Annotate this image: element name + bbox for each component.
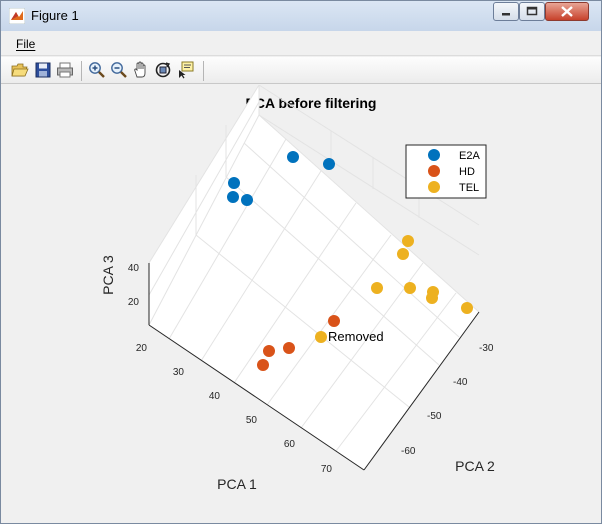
close-button[interactable] bbox=[545, 2, 589, 21]
data-point[interactable] bbox=[404, 282, 416, 294]
y-tick-label: -30 bbox=[479, 343, 494, 354]
x-tick-label: 50 bbox=[246, 415, 258, 426]
legend-marker-tel bbox=[428, 181, 440, 193]
y-tick-label: -60 bbox=[401, 446, 416, 457]
data-point[interactable] bbox=[263, 345, 275, 357]
plot-title: PCA before filtering bbox=[246, 95, 377, 111]
z-tick-label: 40 bbox=[128, 263, 140, 274]
series-tel bbox=[315, 235, 473, 343]
open-icon[interactable] bbox=[11, 61, 29, 79]
print-icon[interactable] bbox=[56, 61, 74, 79]
series-hd bbox=[257, 315, 340, 371]
z-axis-label: PCA 3 bbox=[100, 255, 116, 295]
data-point[interactable] bbox=[228, 177, 240, 189]
data-point[interactable] bbox=[227, 191, 239, 203]
x-tick-label: 60 bbox=[284, 439, 296, 450]
rotate-3d-icon[interactable] bbox=[154, 61, 172, 79]
legend-box bbox=[405, 144, 487, 199]
toolbar-separator bbox=[81, 61, 82, 81]
data-point[interactable] bbox=[371, 282, 383, 294]
x-axis-label: PCA 1 bbox=[217, 476, 257, 492]
minimize-button[interactable] bbox=[493, 2, 519, 21]
data-point[interactable] bbox=[328, 315, 340, 327]
zoom-out-icon[interactable] bbox=[110, 61, 128, 79]
legend-label-tel: TEL bbox=[459, 182, 479, 194]
save-icon[interactable] bbox=[34, 61, 52, 79]
legend[interactable]: E2A HD TEL bbox=[405, 144, 487, 199]
title-bar: Figure 1 bbox=[1, 1, 601, 31]
annotation-removed: Removed bbox=[328, 329, 384, 344]
data-point[interactable] bbox=[287, 151, 299, 163]
axes-back-wall bbox=[149, 85, 259, 325]
x-axis-line bbox=[148, 324, 365, 471]
axes-floor bbox=[149, 115, 479, 470]
y-tick-label: -40 bbox=[453, 377, 468, 388]
x-tick-label: 70 bbox=[321, 464, 333, 475]
data-point[interactable] bbox=[397, 248, 409, 260]
zoom-in-icon[interactable] bbox=[88, 61, 106, 79]
x-tick-label: 20 bbox=[136, 343, 148, 354]
x-tick-label: 40 bbox=[209, 391, 221, 402]
data-point[interactable] bbox=[426, 292, 438, 304]
close-icon bbox=[561, 6, 573, 17]
z-tick-label: 20 bbox=[128, 297, 140, 308]
data-point[interactable] bbox=[323, 158, 335, 170]
menu-file[interactable]: File bbox=[16, 37, 36, 51]
data-point[interactable] bbox=[402, 235, 414, 247]
figure-canvas: PCA before filtering bbox=[100, 85, 495, 492]
window-title: Figure 1 bbox=[31, 8, 79, 23]
maximize-icon bbox=[526, 6, 538, 16]
series-e2a bbox=[227, 151, 335, 206]
legend-marker-e2a bbox=[428, 149, 440, 161]
y-axis-line bbox=[363, 311, 480, 471]
x-tick-label: 30 bbox=[173, 367, 185, 378]
legend-label-hd: HD bbox=[459, 166, 475, 178]
axes-3d bbox=[148, 85, 480, 471]
menu-bar: File bbox=[1, 33, 601, 56]
y-tick-label: -50 bbox=[427, 411, 442, 422]
toolbar bbox=[1, 57, 601, 84]
toolbar-separator bbox=[203, 61, 204, 81]
y-axis-label: PCA 2 bbox=[455, 458, 495, 474]
pan-icon[interactable] bbox=[132, 61, 150, 79]
data-point[interactable] bbox=[241, 194, 253, 206]
data-point[interactable] bbox=[461, 302, 473, 314]
data-point[interactable] bbox=[283, 342, 295, 354]
minimize-icon bbox=[502, 13, 510, 16]
maximize-button[interactable] bbox=[519, 2, 545, 21]
data-cursor-icon[interactable] bbox=[177, 61, 195, 79]
matlab-icon bbox=[9, 8, 25, 24]
data-point[interactable] bbox=[257, 359, 269, 371]
legend-label-e2a: E2A bbox=[459, 150, 480, 162]
data-point[interactable] bbox=[315, 331, 327, 343]
legend-marker-hd bbox=[428, 165, 440, 177]
